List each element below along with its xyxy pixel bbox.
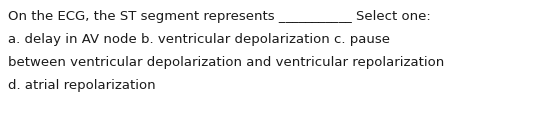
- Text: between ventricular depolarization and ventricular repolarization: between ventricular depolarization and v…: [8, 56, 444, 69]
- Text: a. delay in AV node b. ventricular depolarization c. pause: a. delay in AV node b. ventricular depol…: [8, 33, 390, 46]
- Text: On the ECG, the ST segment represents ___________ Select one:: On the ECG, the ST segment represents __…: [8, 10, 431, 23]
- Text: d. atrial repolarization: d. atrial repolarization: [8, 79, 156, 92]
